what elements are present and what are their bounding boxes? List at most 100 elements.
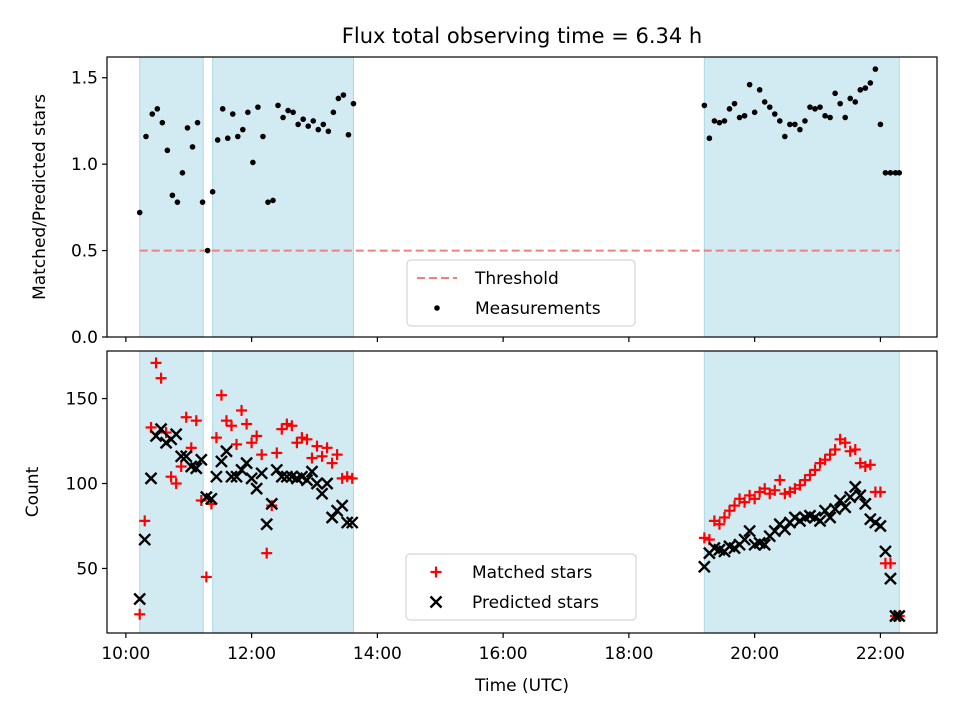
matched-point (241, 418, 253, 430)
x-b (199, 490, 213, 504)
bottom-xtick-label: 22:00 (856, 644, 905, 664)
measurement-point (706, 135, 713, 142)
x-b (255, 466, 269, 480)
top-ytick-label: 0.0 (71, 328, 98, 348)
predicted-point (215, 455, 228, 468)
x-b (853, 489, 867, 502)
matched-point (210, 432, 222, 444)
x-b (285, 470, 299, 484)
measurement-point (280, 114, 286, 121)
predicted-point (889, 609, 902, 623)
x-b (174, 449, 188, 463)
predicted-point (778, 523, 792, 536)
bottom-legend-box (405, 553, 637, 621)
bottom-ytick-label: 150 (66, 390, 98, 410)
x-b (325, 511, 339, 524)
predicted-point (205, 492, 218, 506)
x-b (753, 536, 767, 550)
matched-point (819, 454, 831, 466)
x-b (245, 472, 258, 485)
matched-point (321, 442, 333, 454)
bottom-series-0 (134, 357, 905, 622)
predicted-point (884, 572, 897, 585)
x-b (184, 460, 198, 473)
matched-point (190, 415, 202, 427)
bottom-xtick-label: 12:00 (227, 644, 276, 664)
matched-point (256, 449, 268, 461)
x-b (823, 511, 837, 524)
measurement-point (852, 99, 859, 105)
legend-measurement-label: Measurements (475, 299, 601, 319)
matched-point (346, 472, 358, 484)
measurement-point (219, 106, 226, 112)
measurement-point (275, 102, 281, 109)
legend-threshold-label: Threshold (474, 269, 559, 289)
measurement-point (204, 247, 211, 254)
matched-point (291, 437, 303, 449)
matched-point (864, 459, 876, 471)
measurement-point (701, 102, 708, 109)
measurement-point (300, 116, 306, 123)
x-b (220, 444, 233, 458)
x-b (265, 497, 279, 511)
measurement-point (245, 109, 251, 116)
matched-point (799, 474, 811, 486)
x-b (768, 524, 782, 538)
predicted-point (225, 470, 238, 484)
predicted-point (858, 497, 872, 511)
measurement-point (711, 118, 718, 124)
x-b (260, 517, 274, 531)
x-b (149, 429, 163, 443)
measurement-point (822, 112, 828, 119)
measurement-point (761, 99, 768, 105)
x-b (813, 514, 827, 528)
measurement-point (887, 170, 894, 176)
predicted-point (843, 490, 857, 504)
measurement-point (792, 121, 798, 128)
measurement-point (736, 114, 743, 121)
x-b (280, 470, 294, 484)
measurement-point (214, 137, 221, 143)
x-b (210, 470, 223, 484)
measurement-point (335, 95, 342, 102)
measurement-point (756, 87, 763, 93)
matched-point (341, 471, 353, 483)
predicted-point (194, 453, 208, 467)
measurement-point (270, 197, 276, 204)
measurement-point (194, 119, 201, 126)
predicted-point (245, 472, 258, 485)
x-b (235, 463, 248, 477)
measurement-point (896, 170, 903, 176)
measurement-point (229, 111, 236, 117)
matched-point (311, 440, 323, 452)
x-b (194, 453, 208, 467)
predicted-point (818, 504, 832, 518)
matched-point (261, 547, 273, 559)
measurement-point (797, 126, 803, 133)
matched-point (271, 447, 283, 459)
measurement-point (877, 121, 884, 128)
matched-point (336, 472, 348, 484)
top-ylabel: Matched/Predicted stars (30, 94, 50, 300)
legend-predicted-label: Predicted stars (472, 593, 599, 613)
x-b (818, 504, 832, 518)
x-b (723, 540, 736, 553)
bottom-xlabel: Time (UTC) (474, 676, 569, 696)
measurement-point (827, 114, 833, 121)
x-b (848, 480, 862, 494)
x-b (833, 494, 847, 507)
predicted-point (310, 477, 324, 490)
matched-point (874, 486, 886, 498)
matched-point (844, 445, 856, 457)
matched-point (859, 461, 871, 473)
matched-point (134, 608, 146, 620)
matched-point (849, 444, 861, 456)
measurement-point (716, 119, 723, 126)
bottom-xtick-label: 10:00 (101, 644, 150, 664)
bottom-xtick-label: 20:00 (730, 644, 779, 664)
x-b (889, 609, 902, 623)
matched-point (306, 452, 318, 464)
x-b (892, 609, 906, 623)
predicted-point (138, 533, 152, 546)
predicted-point (189, 461, 203, 475)
